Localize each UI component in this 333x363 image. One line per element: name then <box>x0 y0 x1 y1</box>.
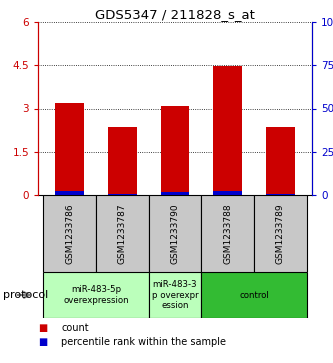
Bar <box>43 272 149 318</box>
Text: miR-483-3
p overexpr
ession: miR-483-3 p overexpr ession <box>152 280 198 310</box>
Bar <box>55 191 84 195</box>
Text: GSM1233787: GSM1233787 <box>118 203 127 264</box>
Text: control: control <box>239 290 269 299</box>
Bar <box>161 192 189 195</box>
Text: GSM1233789: GSM1233789 <box>276 203 285 264</box>
Bar <box>43 195 96 272</box>
Bar <box>201 195 254 272</box>
Bar <box>108 127 137 195</box>
Bar <box>161 106 189 195</box>
Bar <box>213 191 242 195</box>
Text: protocol: protocol <box>3 290 49 300</box>
Text: count: count <box>61 323 89 333</box>
Bar <box>149 272 201 318</box>
Bar <box>149 195 201 272</box>
Text: ■: ■ <box>38 337 47 347</box>
Bar <box>213 66 242 195</box>
Bar <box>266 127 295 195</box>
Text: GSM1233788: GSM1233788 <box>223 203 232 264</box>
Bar <box>108 194 137 195</box>
Bar <box>96 195 149 272</box>
Bar <box>254 195 307 272</box>
Title: GDS5347 / 211828_s_at: GDS5347 / 211828_s_at <box>95 8 255 21</box>
Bar <box>201 272 307 318</box>
Text: GSM1233786: GSM1233786 <box>65 203 74 264</box>
Text: miR-483-5p
overexpression: miR-483-5p overexpression <box>63 285 129 305</box>
Text: percentile rank within the sample: percentile rank within the sample <box>61 337 226 347</box>
Bar <box>55 103 84 195</box>
Text: GSM1233790: GSM1233790 <box>170 203 179 264</box>
Text: ■: ■ <box>38 323 47 333</box>
Bar <box>266 193 295 195</box>
